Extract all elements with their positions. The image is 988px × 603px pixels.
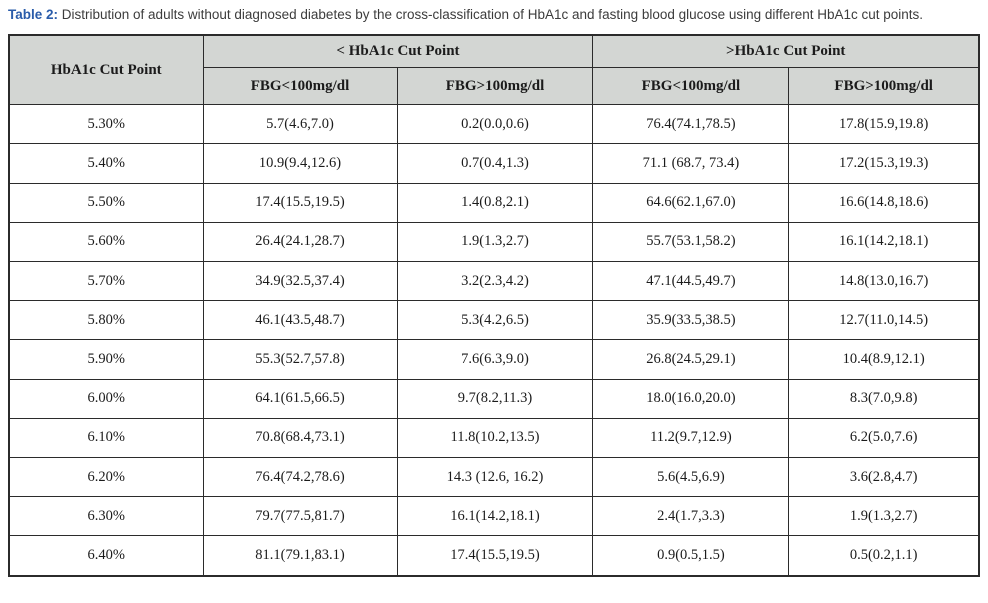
value-cell: 2.4(1.7,3.3): [592, 496, 790, 537]
value-cell: 1.9(1.3,2.7): [396, 221, 594, 263]
value-cell: 0.7(0.4,1.3): [396, 143, 594, 184]
value-cell: 81.1(79.1,83.1): [202, 535, 398, 576]
header-sub-row: FBG<100mg/dl FBG>100mg/dl FBG<100mg/dl F…: [9, 67, 980, 106]
table-row: 5.40% 10.9(9.4,12.6) 0.7(0.4,1.3) 71.1 (…: [8, 143, 980, 184]
sub-header-fbg-high-1: FBG>100mg/dl: [396, 67, 594, 106]
value-cell: 6.2(5.0,7.6): [788, 417, 980, 458]
cut-point-cell: 6.30%: [8, 496, 204, 537]
group-header-above-cut-point: >HbA1c Cut Point: [592, 34, 980, 69]
value-cell: 17.8(15.9,19.8): [788, 104, 980, 145]
value-cell: 9.7(8.2,11.3): [396, 378, 594, 419]
value-cell: 16.6(14.8,18.6): [788, 182, 980, 223]
hba1c-distribution-table: HbA1c Cut Point < HbA1c Cut Point >HbA1c…: [8, 34, 980, 577]
cut-point-cell: 5.70%: [8, 260, 204, 302]
value-cell: 55.3(52.7,57.8): [202, 339, 398, 380]
table-row: 5.80% 46.1(43.5,48.7) 5.3(4.2,6.5) 35.9(…: [8, 300, 980, 341]
value-cell: 10.9(9.4,12.6): [202, 143, 398, 184]
cut-point-cell: 5.40%: [8, 143, 204, 184]
value-cell: 8.3(7.0,9.8): [788, 378, 980, 419]
table-caption-text: Distribution of adults without diagnosed…: [58, 7, 924, 22]
value-cell: 64.6(62.1,67.0): [592, 182, 790, 223]
cut-point-cell: 6.40%: [8, 535, 204, 576]
value-cell: 3.6(2.8,4.7): [788, 456, 980, 498]
value-cell: 18.0(16.0,20.0): [592, 378, 790, 419]
value-cell: 16.1(14.2,18.1): [396, 496, 594, 537]
value-cell: 26.4(24.1,28.7): [202, 221, 398, 263]
header-group-row: HbA1c Cut Point < HbA1c Cut Point >HbA1c…: [8, 34, 980, 106]
cut-point-cell: 5.60%: [8, 221, 204, 263]
corner-header-hba1c-cut-point: HbA1c Cut Point: [8, 34, 204, 106]
value-cell: 46.1(43.5,48.7): [202, 300, 398, 341]
table-row: 6.40% 81.1(79.1,83.1) 17.4(15.5,19.5) 0.…: [8, 535, 980, 576]
table-caption-label: Table 2:: [8, 7, 59, 22]
value-cell: 1.4(0.8,2.1): [396, 182, 594, 223]
value-cell: 35.9(33.5,38.5): [592, 300, 790, 341]
value-cell: 5.7(4.6,7.0): [202, 104, 398, 145]
value-cell: 55.7(53.1,58.2): [592, 221, 790, 263]
table-body: 5.30% 5.7(4.6,7.0) 0.2(0.0,0.6) 76.4(74.…: [8, 104, 980, 576]
value-cell: 5.3(4.2,6.5): [396, 300, 594, 341]
sub-header-fbg-high-2: FBG>100mg/dl: [788, 67, 980, 106]
cut-point-cell: 6.20%: [8, 456, 204, 498]
value-cell: 64.1(61.5,66.5): [202, 378, 398, 419]
value-cell: 5.6(4.5,6.9): [592, 456, 790, 498]
cut-point-cell: 5.90%: [8, 339, 204, 380]
value-cell: 11.8(10.2,13.5): [396, 417, 594, 458]
cut-point-cell: 5.30%: [8, 104, 204, 145]
cut-point-cell: 5.50%: [8, 182, 204, 223]
value-cell: 0.5(0.2,1.1): [788, 535, 980, 576]
value-cell: 12.7(11.0,14.5): [788, 300, 980, 341]
table-row: 6.30% 79.7(77.5,81.7) 16.1(14.2,18.1) 2.…: [8, 496, 980, 537]
table-row: 6.10% 70.8(68.4,73.1) 11.8(10.2,13.5) 11…: [8, 417, 980, 458]
value-cell: 17.2(15.3,19.3): [788, 143, 980, 184]
value-cell: 10.4(8.9,12.1): [788, 339, 980, 380]
value-cell: 7.6(6.3,9.0): [396, 339, 594, 380]
value-cell: 71.1 (68.7, 73.4): [592, 143, 790, 184]
table-row: 6.00% 64.1(61.5,66.5) 9.7(8.2,11.3) 18.0…: [8, 378, 980, 419]
group-header-below-cut-point: < HbA1c Cut Point: [202, 34, 594, 69]
cut-point-cell: 6.00%: [8, 378, 204, 419]
table-row: 6.20% 76.4(74.2,78.6) 14.3 (12.6, 16.2) …: [8, 456, 980, 498]
value-cell: 47.1(44.5,49.7): [592, 260, 790, 302]
table-row: 5.60% 26.4(24.1,28.7) 1.9(1.3,2.7) 55.7(…: [8, 221, 980, 263]
table-row: 5.30% 5.7(4.6,7.0) 0.2(0.0,0.6) 76.4(74.…: [8, 104, 980, 145]
table-caption: Table 2: Distribution of adults without …: [8, 5, 980, 25]
value-cell: 1.9(1.3,2.7): [788, 496, 980, 537]
table-header: HbA1c Cut Point < HbA1c Cut Point >HbA1c…: [8, 34, 980, 106]
value-cell: 14.3 (12.6, 16.2): [396, 456, 594, 498]
value-cell: 14.8(13.0,16.7): [788, 260, 980, 302]
value-cell: 16.1(14.2,18.1): [788, 221, 980, 263]
table-row: 5.90% 55.3(52.7,57.8) 7.6(6.3,9.0) 26.8(…: [8, 339, 980, 380]
value-cell: 0.2(0.0,0.6): [396, 104, 594, 145]
value-cell: 17.4(15.5,19.5): [396, 535, 594, 576]
cut-point-cell: 6.10%: [8, 417, 204, 458]
sub-header-fbg-low-2: FBG<100mg/dl: [592, 67, 790, 106]
cut-point-cell: 5.80%: [8, 300, 204, 341]
value-cell: 17.4(15.5,19.5): [202, 182, 398, 223]
table-row: 5.50% 17.4(15.5,19.5) 1.4(0.8,2.1) 64.6(…: [8, 182, 980, 223]
value-cell: 3.2(2.3,4.2): [396, 260, 594, 302]
value-cell: 34.9(32.5,37.4): [202, 260, 398, 302]
value-cell: 76.4(74.1,78.5): [592, 104, 790, 145]
sub-header-fbg-low-1: FBG<100mg/dl: [202, 67, 398, 106]
value-cell: 0.9(0.5,1.5): [592, 535, 790, 576]
value-cell: 76.4(74.2,78.6): [202, 456, 398, 498]
value-cell: 70.8(68.4,73.1): [202, 417, 398, 458]
value-cell: 11.2(9.7,12.9): [592, 417, 790, 458]
value-cell: 79.7(77.5,81.7): [202, 496, 398, 537]
table-row: 5.70% 34.9(32.5,37.4) 3.2(2.3,4.2) 47.1(…: [8, 260, 980, 302]
value-cell: 26.8(24.5,29.1): [592, 339, 790, 380]
